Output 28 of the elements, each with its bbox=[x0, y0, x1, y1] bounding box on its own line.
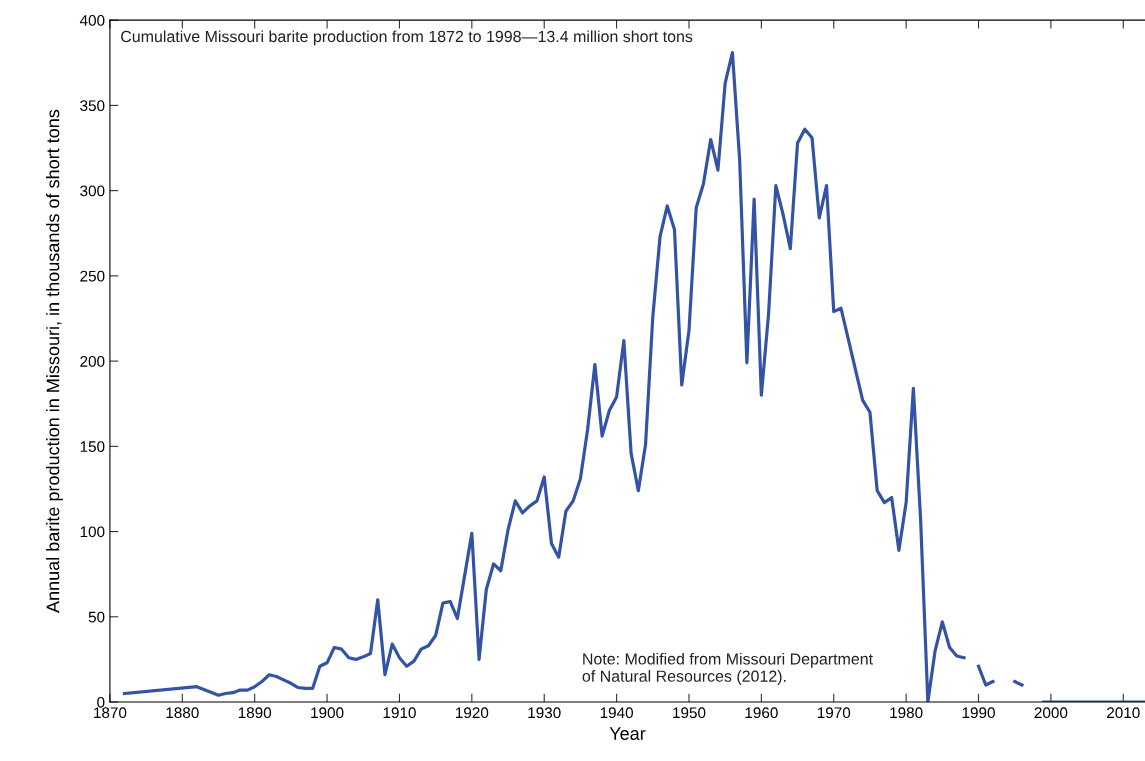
y-tick-label: 50 bbox=[88, 611, 105, 623]
y-tick-label: 300 bbox=[80, 185, 105, 197]
x-tick-label: 1920 bbox=[456, 707, 489, 719]
x-axis-title: Year bbox=[609, 727, 646, 740]
x-tick-label: 1890 bbox=[238, 707, 272, 719]
y-tick-label: 400 bbox=[79, 15, 105, 26]
y-axis-title: Annual barite production in Missouri, in thousands of short tons bbox=[46, 109, 63, 613]
y-tick-label: 100 bbox=[80, 526, 105, 538]
x-tick-label: 1870 bbox=[94, 707, 127, 719]
x-tick-label: 1950 bbox=[673, 707, 706, 719]
x-tick-label: 1980 bbox=[890, 707, 923, 719]
y-tick-label: 0 bbox=[97, 696, 105, 708]
x-tick-label: 1900 bbox=[311, 707, 344, 719]
x-tick-label: 1910 bbox=[383, 707, 416, 719]
y-tick-label: 350 bbox=[80, 100, 105, 112]
x-tick-label: 2000 bbox=[1034, 707, 1068, 719]
annotation: Cumulative Missouri barite production from 1872 to 1998—13.4 million short tons bbox=[121, 30, 693, 46]
annotation: Note: Modified from Missouri Department of Natural Resources (2012). bbox=[582, 652, 873, 685]
x-tick-label: 1970 bbox=[817, 707, 851, 719]
y-tick-label: 150 bbox=[80, 441, 105, 453]
x-tick-label: 1960 bbox=[745, 707, 778, 719]
x-tick-label: 1940 bbox=[600, 707, 633, 719]
x-tick-label: 1930 bbox=[528, 707, 561, 719]
x-tick-label: 1880 bbox=[166, 707, 199, 719]
x-tick-label: 2010 bbox=[1107, 707, 1140, 719]
x-tick-label: 1990 bbox=[962, 707, 995, 719]
y-tick-label: 200 bbox=[80, 355, 105, 367]
y-tick-label: 250 bbox=[80, 270, 105, 282]
